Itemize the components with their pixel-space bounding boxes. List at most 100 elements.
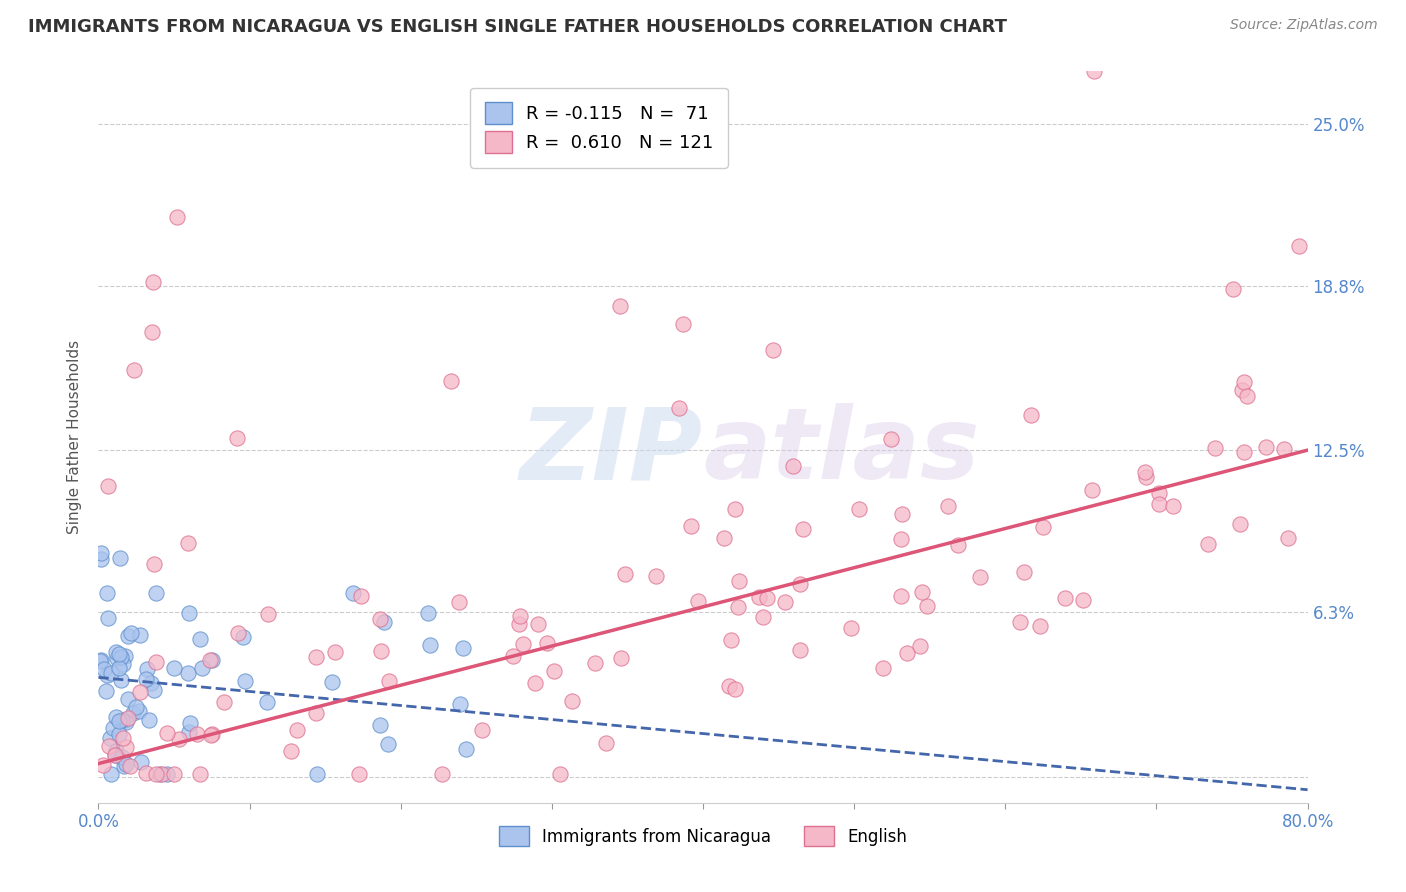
Point (107, 661, 129, 675)
Point (1232, 376, 1254, 390)
Point (188, 767, 211, 781)
Point (1222, 282, 1244, 296)
Point (323, 645, 346, 659)
Point (122, 362, 145, 376)
Point (128, 704, 150, 718)
Point (686, 594, 709, 608)
Point (138, 713, 160, 727)
Point (114, 649, 136, 664)
Point (756, 591, 779, 605)
Point (177, 536, 200, 550)
Point (100, 666, 122, 681)
Point (370, 718, 392, 732)
Point (112, 758, 135, 772)
Point (724, 681, 747, 696)
Point (1135, 465, 1157, 479)
Point (373, 615, 395, 630)
Point (149, 767, 172, 781)
Point (789, 643, 811, 657)
Point (509, 609, 531, 624)
Point (512, 637, 534, 651)
Point (117, 629, 139, 643)
Point (110, 551, 132, 566)
Point (129, 628, 152, 642)
Point (94, 684, 117, 698)
Point (727, 600, 749, 615)
Point (179, 715, 201, 730)
Point (613, 566, 636, 581)
Point (672, 317, 695, 331)
Point (304, 706, 326, 720)
Point (454, 741, 477, 756)
Point (848, 501, 870, 516)
Point (890, 508, 912, 522)
Point (186, 727, 208, 741)
Point (713, 531, 735, 545)
Point (543, 664, 565, 678)
Point (1081, 483, 1104, 498)
Point (198, 653, 221, 667)
Point (232, 630, 254, 644)
Point (201, 727, 224, 741)
Point (110, 673, 132, 687)
Point (1161, 500, 1184, 514)
Point (117, 692, 139, 706)
Point (969, 569, 991, 583)
Point (115, 757, 138, 772)
Point (90, 546, 112, 560)
Point (105, 644, 128, 658)
Point (142, 275, 165, 289)
Point (117, 711, 139, 725)
Point (773, 594, 796, 608)
Point (449, 595, 471, 609)
Point (440, 375, 463, 389)
Point (139, 675, 162, 690)
Point (748, 591, 770, 605)
Point (752, 610, 775, 624)
Point (430, 767, 453, 781)
Point (449, 697, 471, 711)
Point (188, 632, 211, 646)
Point (226, 431, 249, 445)
Point (561, 694, 583, 708)
Point (97, 611, 120, 625)
Point (910, 584, 932, 599)
Point (285, 723, 308, 738)
Point (728, 574, 751, 588)
Point (872, 661, 894, 675)
Text: IMMIGRANTS FROM NICARAGUA VS ENGLISH SINGLE FATHER HOUSEHOLDS CORRELATION CHART: IMMIGRANTS FROM NICARAGUA VS ENGLISH SIN… (28, 18, 1007, 36)
Text: atlas: atlas (703, 403, 980, 500)
Point (143, 558, 166, 572)
Point (256, 696, 278, 710)
Point (527, 617, 550, 632)
Point (305, 767, 328, 781)
Point (111, 749, 134, 764)
Point (305, 649, 328, 664)
Point (644, 569, 666, 583)
Point (583, 657, 606, 671)
Point (145, 585, 167, 599)
Point (1135, 470, 1157, 484)
Point (163, 661, 186, 675)
Point (120, 625, 142, 640)
Point (280, 744, 302, 758)
Point (200, 728, 222, 742)
Point (1053, 591, 1076, 606)
Point (201, 653, 224, 667)
Point (610, 651, 633, 665)
Point (93, 662, 115, 676)
Point (419, 638, 441, 652)
Point (1232, 383, 1254, 397)
Point (595, 736, 617, 750)
Point (370, 644, 392, 658)
Point (191, 660, 214, 674)
Point (104, 744, 127, 758)
Point (880, 432, 903, 446)
Point (451, 640, 474, 655)
Point (679, 519, 702, 533)
Point (111, 713, 134, 727)
Point (936, 499, 959, 513)
Point (101, 721, 124, 735)
Point (762, 343, 785, 357)
Point (96, 586, 118, 600)
